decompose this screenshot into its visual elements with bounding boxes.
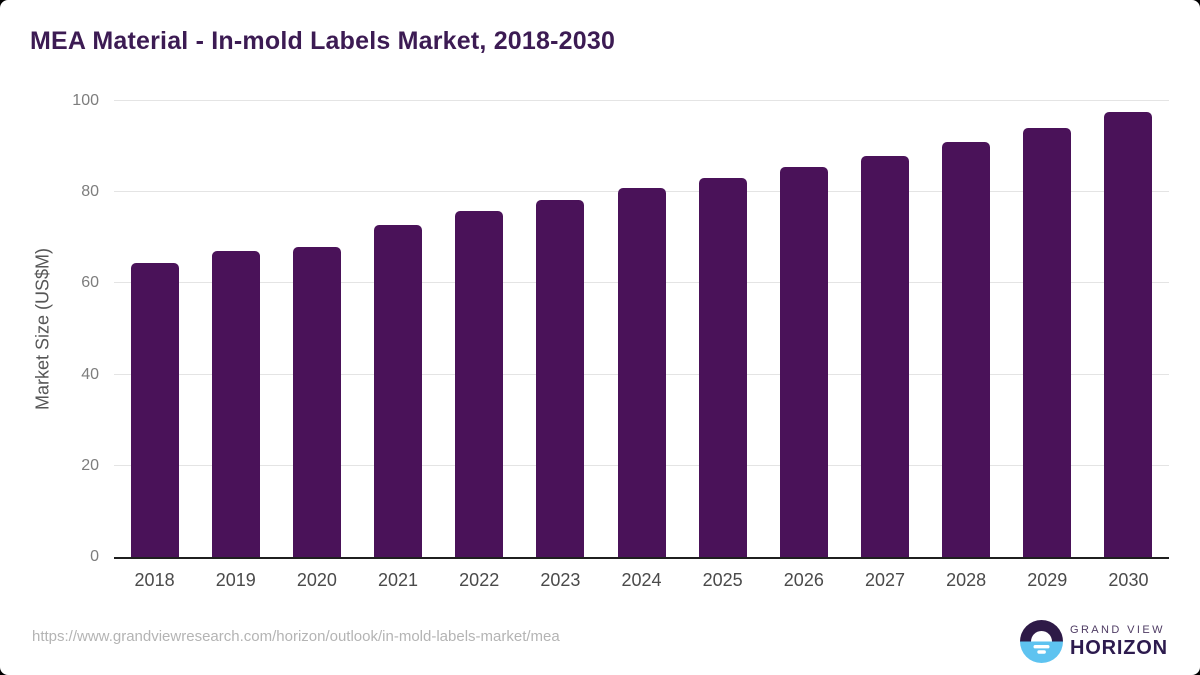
bar-2030 bbox=[1104, 112, 1153, 557]
bar-slot-2020 bbox=[276, 101, 357, 557]
y-tick-label-0: 0 bbox=[90, 548, 99, 565]
bars bbox=[114, 101, 1169, 557]
x-tick-label-2025: 2025 bbox=[702, 570, 743, 590]
x-tick-label-2021: 2021 bbox=[378, 570, 419, 590]
bar-slot-2029 bbox=[1007, 101, 1088, 557]
bar-2023 bbox=[536, 199, 585, 557]
y-tick-label-100: 100 bbox=[72, 92, 99, 109]
x-tick-label-2028: 2028 bbox=[946, 570, 987, 590]
y-tick-label-80: 80 bbox=[81, 183, 99, 201]
bar-2021 bbox=[374, 224, 423, 557]
x-tick-label-2029: 2029 bbox=[1027, 570, 1068, 590]
x-tick-label-2030: 2030 bbox=[1108, 570, 1149, 590]
bar-slot-2023 bbox=[520, 101, 601, 557]
bar-2019 bbox=[211, 251, 260, 557]
bar-slot-2028 bbox=[926, 101, 1007, 557]
horizon-logo-icon bbox=[1020, 620, 1063, 663]
y-tick-label-60: 60 bbox=[81, 274, 99, 292]
bar-2018 bbox=[130, 263, 179, 557]
bar-slot-2027 bbox=[844, 101, 925, 557]
bar-2022 bbox=[455, 210, 504, 557]
bar-slot-2019 bbox=[195, 101, 276, 557]
y-tick-label-20: 20 bbox=[81, 456, 99, 474]
bar-2020 bbox=[292, 246, 341, 557]
x-tick-label-2022: 2022 bbox=[459, 570, 500, 590]
x-axis-line bbox=[114, 557, 1169, 559]
bar-2025 bbox=[698, 177, 747, 557]
page-title: MEA Material - In-mold Labels Market, 20… bbox=[30, 27, 616, 55]
x-tick-label-2020: 2020 bbox=[296, 570, 337, 590]
gridline-100 bbox=[114, 100, 1169, 101]
x-axis-labels: 2018 2019 2020 2021 2022 2023 2024 2025 2026 2027… bbox=[114, 570, 1169, 591]
x-tick-label-2027: 2027 bbox=[864, 570, 905, 590]
bar-2028 bbox=[942, 142, 991, 557]
logo-product-line: HORIZON bbox=[1070, 637, 1168, 660]
bar-2024 bbox=[617, 187, 666, 557]
logo-text: GRAND VIEW HORIZON bbox=[1070, 624, 1168, 659]
source-url: https://www.grandviewresearch.com/horizo… bbox=[32, 628, 560, 645]
bar-slot-2021 bbox=[357, 101, 438, 557]
x-tick-label-2023: 2023 bbox=[540, 570, 581, 590]
bar-slot-2018 bbox=[114, 101, 195, 557]
bar-slot-2025 bbox=[682, 101, 763, 557]
x-tick-label-2018: 2018 bbox=[134, 570, 175, 590]
bar-2027 bbox=[860, 155, 909, 557]
brand-logo: GRAND VIEW HORIZON bbox=[1020, 620, 1168, 663]
x-tick-label-2024: 2024 bbox=[621, 570, 662, 590]
y-axis-title: Market Size (US$M) bbox=[32, 247, 53, 411]
y-tick-label-40: 40 bbox=[81, 365, 99, 383]
bar-slot-2026 bbox=[763, 101, 844, 557]
bar-slot-2022 bbox=[439, 101, 520, 557]
x-tick-label-2019: 2019 bbox=[215, 570, 256, 590]
bar-2029 bbox=[1023, 128, 1072, 557]
x-tick-label-2026: 2026 bbox=[783, 570, 824, 590]
bar-slot-2030 bbox=[1088, 101, 1169, 557]
bar-2026 bbox=[779, 166, 828, 557]
plot-area: 0 20 40 60 80 100 bbox=[72, 93, 1169, 565]
bar-slot-2024 bbox=[601, 101, 682, 557]
logo-brand-line: GRAND VIEW bbox=[1070, 623, 1165, 636]
